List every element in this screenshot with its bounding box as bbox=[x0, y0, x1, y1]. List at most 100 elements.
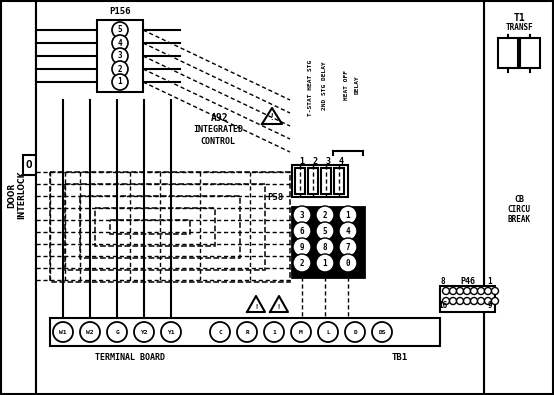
Text: W1: W1 bbox=[59, 329, 66, 335]
Text: 3: 3 bbox=[326, 158, 331, 167]
Bar bbox=[1, 1, 36, 394]
Bar bbox=[36, 1, 484, 394]
Bar bbox=[97, 20, 143, 92]
Text: 4: 4 bbox=[346, 226, 350, 235]
Bar bbox=[80, 196, 240, 258]
Circle shape bbox=[470, 288, 478, 295]
Circle shape bbox=[478, 288, 485, 295]
Circle shape bbox=[339, 206, 357, 224]
Circle shape bbox=[339, 254, 357, 272]
Text: 6: 6 bbox=[300, 226, 304, 235]
Text: DS: DS bbox=[378, 329, 386, 335]
Bar bbox=[50, 318, 440, 346]
Text: T-STAT HEAT STG: T-STAT HEAT STG bbox=[307, 60, 312, 116]
Text: BREAK: BREAK bbox=[507, 216, 531, 224]
Text: 8: 8 bbox=[440, 278, 445, 286]
Circle shape bbox=[107, 322, 127, 342]
Text: 2: 2 bbox=[322, 211, 327, 220]
Text: A92: A92 bbox=[211, 113, 229, 123]
Circle shape bbox=[316, 238, 334, 256]
Circle shape bbox=[264, 322, 284, 342]
Text: 9: 9 bbox=[488, 301, 493, 310]
Text: P46: P46 bbox=[460, 278, 475, 286]
Text: 3: 3 bbox=[300, 211, 304, 220]
Text: TRANSF: TRANSF bbox=[505, 23, 533, 32]
Text: 8: 8 bbox=[322, 243, 327, 252]
Circle shape bbox=[161, 322, 181, 342]
Circle shape bbox=[316, 222, 334, 240]
Circle shape bbox=[293, 222, 311, 240]
Text: 3: 3 bbox=[117, 51, 122, 60]
Text: L: L bbox=[326, 329, 330, 335]
Text: CB: CB bbox=[514, 196, 524, 205]
Circle shape bbox=[478, 297, 485, 305]
Circle shape bbox=[112, 35, 128, 51]
Bar bbox=[440, 286, 495, 312]
Circle shape bbox=[485, 297, 491, 305]
Text: 4: 4 bbox=[338, 158, 343, 167]
Text: !: ! bbox=[270, 113, 274, 122]
Text: R: R bbox=[245, 329, 249, 335]
Text: 1: 1 bbox=[346, 211, 350, 220]
Circle shape bbox=[491, 297, 499, 305]
Text: W2: W2 bbox=[86, 329, 94, 335]
Text: 1: 1 bbox=[272, 329, 276, 335]
Bar bbox=[484, 1, 553, 394]
Text: 2: 2 bbox=[300, 258, 304, 267]
Text: T1: T1 bbox=[513, 13, 525, 23]
Bar bbox=[95, 208, 215, 246]
Text: P156: P156 bbox=[109, 8, 131, 17]
Circle shape bbox=[456, 288, 464, 295]
Circle shape bbox=[291, 322, 311, 342]
Text: 2ND STG DELAY: 2ND STG DELAY bbox=[321, 62, 326, 110]
Circle shape bbox=[443, 297, 449, 305]
Circle shape bbox=[449, 288, 456, 295]
Text: Y2: Y2 bbox=[140, 329, 148, 335]
Circle shape bbox=[470, 297, 478, 305]
Circle shape bbox=[464, 297, 470, 305]
Text: CIRCU: CIRCU bbox=[507, 205, 531, 214]
Text: 1: 1 bbox=[322, 258, 327, 267]
Circle shape bbox=[210, 322, 230, 342]
Text: !: ! bbox=[254, 304, 258, 310]
Circle shape bbox=[316, 254, 334, 272]
Circle shape bbox=[456, 297, 464, 305]
Text: 1: 1 bbox=[488, 278, 493, 286]
Bar bbox=[520, 38, 540, 68]
Text: 2: 2 bbox=[117, 64, 122, 73]
Circle shape bbox=[53, 322, 73, 342]
Text: Y1: Y1 bbox=[167, 329, 175, 335]
Text: TB1: TB1 bbox=[392, 354, 408, 363]
Circle shape bbox=[112, 61, 128, 77]
Text: G: G bbox=[115, 329, 119, 335]
Text: O: O bbox=[25, 160, 32, 170]
Circle shape bbox=[372, 322, 392, 342]
Text: 1: 1 bbox=[300, 158, 305, 167]
Circle shape bbox=[339, 238, 357, 256]
Text: INTEGRATED: INTEGRATED bbox=[193, 126, 243, 135]
Bar bbox=[23, 155, 36, 175]
Text: 9: 9 bbox=[300, 243, 304, 252]
Circle shape bbox=[134, 322, 154, 342]
Text: DELAY: DELAY bbox=[355, 75, 360, 94]
Bar bbox=[50, 172, 290, 282]
Circle shape bbox=[112, 48, 128, 64]
Bar bbox=[498, 38, 518, 68]
Text: !: ! bbox=[277, 304, 281, 310]
Text: C: C bbox=[218, 329, 222, 335]
Circle shape bbox=[293, 254, 311, 272]
Text: TERMINAL BOARD: TERMINAL BOARD bbox=[95, 354, 165, 363]
Text: D: D bbox=[353, 329, 357, 335]
Bar bbox=[292, 165, 348, 197]
Text: 4: 4 bbox=[117, 38, 122, 47]
Circle shape bbox=[491, 288, 499, 295]
Text: 1: 1 bbox=[117, 77, 122, 87]
Text: 16: 16 bbox=[438, 301, 448, 310]
Circle shape bbox=[112, 22, 128, 38]
Text: 0: 0 bbox=[346, 258, 350, 267]
Circle shape bbox=[318, 322, 338, 342]
Bar bbox=[65, 184, 265, 270]
Circle shape bbox=[464, 288, 470, 295]
Text: 2: 2 bbox=[312, 158, 317, 167]
Circle shape bbox=[345, 322, 365, 342]
